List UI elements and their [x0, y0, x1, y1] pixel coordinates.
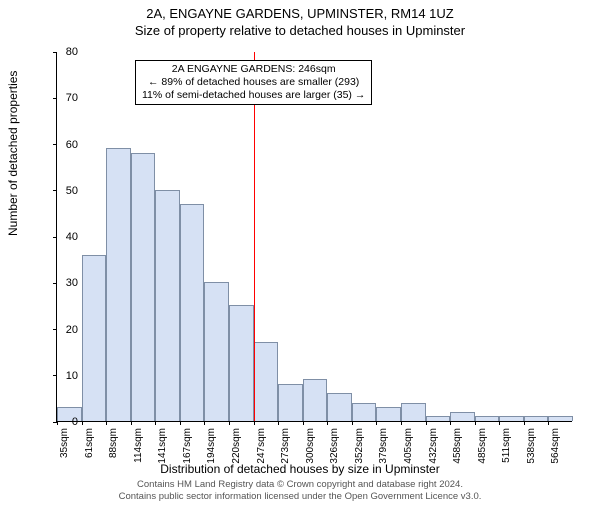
xtick-mark	[524, 421, 525, 425]
xtick-label: 194sqm	[206, 428, 217, 464]
ytick-label: 70	[58, 92, 78, 104]
annotation-line2: ← 89% of detached houses are smaller (29…	[148, 76, 359, 88]
xtick-label: 300sqm	[305, 428, 316, 464]
xtick-label: 273sqm	[280, 428, 291, 464]
ytick-label: 80	[58, 46, 78, 58]
plot-area: 2A ENGAYNE GARDENS: 246sqm← 89% of detac…	[56, 52, 572, 422]
annotation-line3: 11% of semi-detached houses are larger (…	[142, 89, 365, 101]
ytick-label: 40	[58, 231, 78, 243]
xtick-label: 538sqm	[526, 428, 537, 464]
xtick-label: 458sqm	[452, 428, 463, 464]
ytick-mark	[53, 329, 57, 330]
chart-container: 2A, ENGAYNE GARDENS, UPMINSTER, RM14 1UZ…	[0, 6, 600, 506]
histogram-bar	[303, 379, 328, 421]
xtick-label: 511sqm	[501, 428, 512, 463]
annotation-callout: 2A ENGAYNE GARDENS: 246sqm← 89% of detac…	[135, 60, 372, 105]
histogram-bar	[499, 416, 524, 421]
histogram-bar	[106, 148, 131, 421]
ytick-mark	[53, 375, 57, 376]
histogram-bar	[401, 403, 426, 422]
xtick-mark	[204, 421, 205, 425]
ytick-label: 10	[58, 370, 78, 382]
xtick-mark	[155, 421, 156, 425]
footer: Contains HM Land Registry data © Crown c…	[0, 479, 600, 502]
histogram-bar	[475, 416, 500, 421]
histogram-bar	[180, 204, 205, 421]
histogram-bar	[524, 416, 549, 421]
xtick-mark	[303, 421, 304, 425]
histogram-bar	[376, 407, 401, 421]
histogram-bar	[131, 153, 156, 421]
xtick-label: 247sqm	[256, 428, 267, 464]
ytick-mark	[53, 144, 57, 145]
ytick-label: 20	[58, 324, 78, 336]
chart-area: 2A ENGAYNE GARDENS: 246sqm← 89% of detac…	[56, 52, 572, 422]
xtick-label: 114sqm	[133, 428, 144, 463]
xtick-label: 326sqm	[329, 428, 340, 464]
xtick-label: 379sqm	[378, 428, 389, 464]
xtick-mark	[131, 421, 132, 425]
xtick-mark	[401, 421, 402, 425]
xtick-label: 167sqm	[182, 428, 193, 464]
xtick-label: 485sqm	[477, 428, 488, 464]
xtick-label: 88sqm	[108, 428, 119, 458]
histogram-bar	[229, 305, 254, 421]
footer-line1: Contains HM Land Registry data © Crown c…	[137, 479, 463, 490]
histogram-bar	[450, 412, 475, 421]
histogram-bar	[352, 403, 377, 422]
ytick-label: 30	[58, 277, 78, 289]
xtick-mark	[548, 421, 549, 425]
histogram-bar	[278, 384, 303, 421]
ytick-mark	[53, 283, 57, 284]
histogram-bar	[426, 416, 451, 421]
xtick-label: 352sqm	[354, 428, 365, 464]
xtick-mark	[450, 421, 451, 425]
xtick-mark	[106, 421, 107, 425]
ytick-label: 0	[58, 416, 78, 428]
xtick-label: 141sqm	[157, 428, 168, 464]
xtick-mark	[254, 421, 255, 425]
histogram-bar	[548, 416, 573, 421]
xtick-mark	[426, 421, 427, 425]
histogram-bar	[254, 342, 279, 421]
reference-line	[254, 52, 255, 421]
ytick-mark	[53, 98, 57, 99]
xtick-mark	[180, 421, 181, 425]
ytick-label: 60	[58, 139, 78, 151]
histogram-bar	[82, 255, 107, 422]
xtick-label: 405sqm	[403, 428, 414, 464]
xtick-mark	[499, 421, 500, 425]
y-axis-label: Number of detached properties	[6, 71, 20, 236]
xtick-label: 220sqm	[231, 428, 242, 464]
page-subtitle: Size of property relative to detached ho…	[0, 23, 600, 38]
ytick-mark	[53, 190, 57, 191]
histogram-bar	[155, 190, 180, 421]
xtick-mark	[82, 421, 83, 425]
histogram-bar	[204, 282, 229, 421]
xtick-mark	[327, 421, 328, 425]
annotation-line1: 2A ENGAYNE GARDENS: 246sqm	[172, 63, 336, 75]
xtick-label: 61sqm	[84, 428, 95, 458]
histogram-bar	[327, 393, 352, 421]
xtick-mark	[376, 421, 377, 425]
xtick-mark	[278, 421, 279, 425]
xtick-mark	[475, 421, 476, 425]
page-title: 2A, ENGAYNE GARDENS, UPMINSTER, RM14 1UZ	[0, 6, 600, 21]
ytick-mark	[53, 237, 57, 238]
ytick-mark	[53, 52, 57, 53]
xtick-mark	[229, 421, 230, 425]
xtick-label: 35sqm	[59, 428, 70, 458]
xtick-label: 432sqm	[428, 428, 439, 464]
xtick-label: 564sqm	[550, 428, 561, 464]
ytick-label: 50	[58, 185, 78, 197]
x-axis-label: Distribution of detached houses by size …	[0, 462, 600, 476]
xtick-mark	[352, 421, 353, 425]
